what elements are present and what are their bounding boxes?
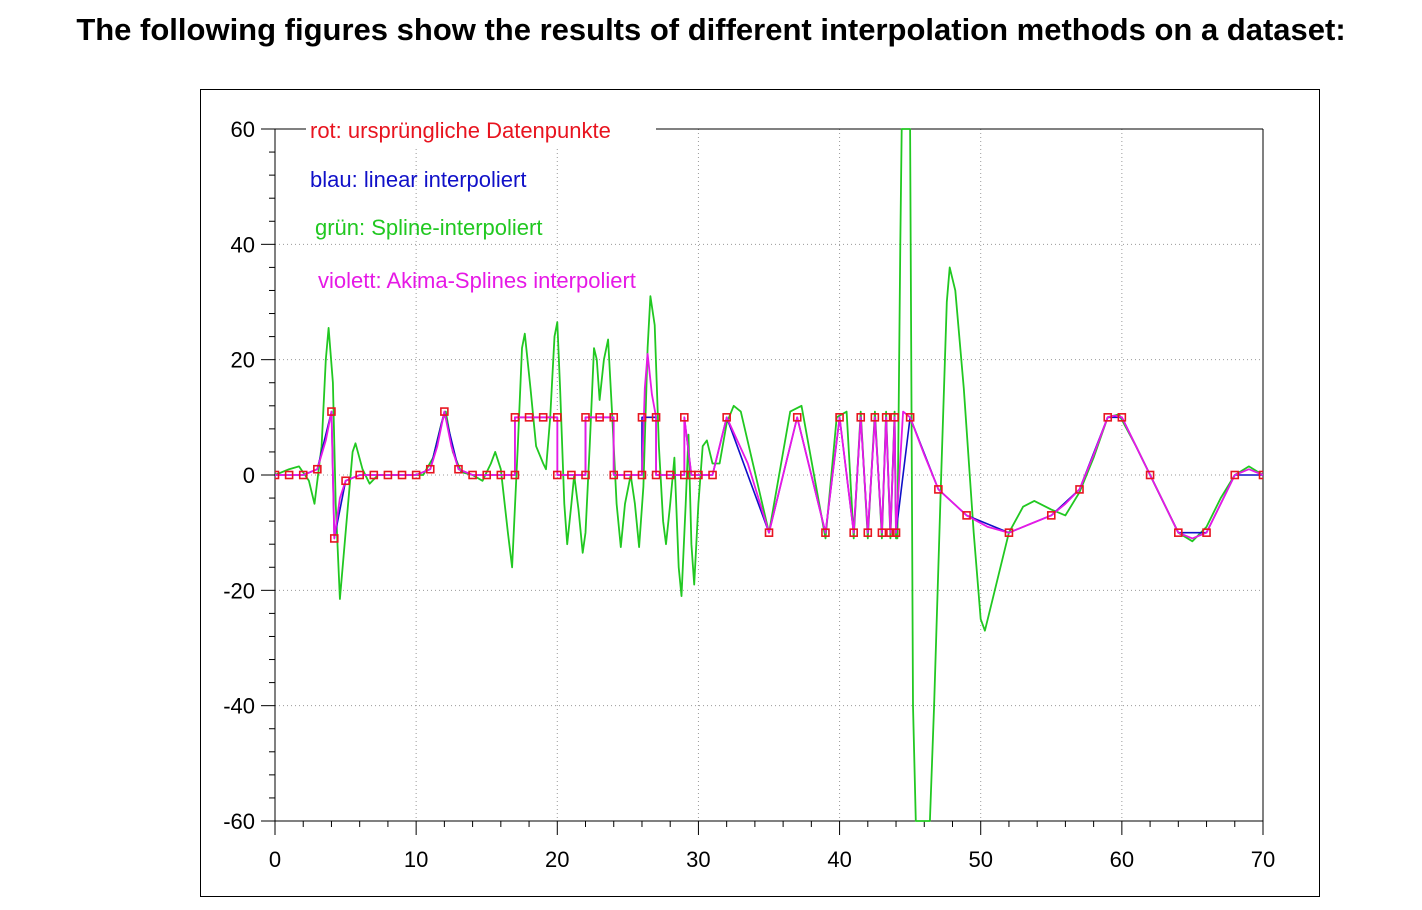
- data-point-marker: [891, 528, 901, 537]
- data-point-marker: [1004, 528, 1014, 537]
- data-point-marker: [708, 470, 717, 480]
- data-point-marker: [538, 413, 548, 422]
- y-tick-label: 0: [243, 463, 255, 488]
- x-tick-label: 0: [269, 847, 281, 872]
- data-point-marker: [637, 413, 647, 422]
- legend-entry: grün: Spline-interpoliert: [315, 215, 542, 240]
- data-point-marker: [552, 470, 562, 480]
- legend-bg: [306, 116, 656, 146]
- data-point-marker: [411, 470, 421, 480]
- data-point-marker: [1258, 470, 1263, 480]
- data-point-marker: [962, 511, 971, 520]
- data-point-marker: [284, 470, 294, 480]
- data-point-marker: [440, 407, 449, 416]
- data-point-marker: [877, 528, 887, 537]
- data-point-marker: [856, 413, 866, 422]
- data-point-marker: [651, 413, 661, 422]
- legend-entry: blau: linear interpoliert: [310, 167, 526, 192]
- data-point-marker: [482, 470, 492, 480]
- data-point-marker: [275, 470, 280, 480]
- akima-series-line: [275, 353, 1263, 540]
- data-point-marker: [355, 470, 364, 480]
- data-point-marker: [369, 470, 379, 480]
- data-point-marker: [496, 470, 506, 480]
- data-point-marker: [764, 528, 774, 537]
- data-point-marker: [524, 413, 534, 422]
- y-tick-label: -40: [223, 694, 255, 719]
- data-point-marker: [1230, 470, 1240, 480]
- data-point-marker: [1117, 413, 1127, 422]
- data-point-marker: [298, 470, 308, 480]
- data-point-marker: [890, 413, 899, 422]
- data-point-marker: [567, 470, 576, 480]
- data-point-marker: [623, 470, 633, 480]
- legend-entry: rot: ursprüngliche Datenpunkte: [310, 118, 611, 143]
- y-tick-label: 60: [231, 117, 255, 142]
- data-point-marker: [665, 470, 675, 480]
- data-point-marker: [454, 464, 463, 474]
- x-tick-label: 30: [686, 847, 710, 872]
- data-point-marker: [792, 413, 802, 422]
- data-point-marker: [694, 470, 703, 480]
- x-tick-label: 20: [545, 847, 569, 872]
- x-tick-label: 10: [404, 847, 428, 872]
- data-point-marker: [383, 470, 393, 480]
- data-point-marker: [821, 528, 830, 537]
- data-point-marker: [329, 534, 339, 543]
- data-point-marker: [863, 528, 873, 537]
- y-tick-label: 20: [231, 348, 255, 373]
- data-point-marker: [397, 470, 407, 480]
- data-point-marker: [870, 413, 880, 422]
- legend-entry: violett: Akima-Splines interpoliert: [318, 268, 636, 293]
- data-point-marker: [637, 470, 647, 480]
- data-point-marker: [680, 413, 689, 422]
- data-point-marker: [1075, 485, 1084, 494]
- data-point-marker: [313, 464, 322, 474]
- data-point-marker: [934, 485, 943, 494]
- data-point-marker: [1046, 511, 1056, 520]
- data-point-marker: [1145, 470, 1155, 480]
- data-point-marker: [651, 470, 661, 480]
- x-tick-label: 70: [1251, 847, 1275, 872]
- data-point-marker: [581, 470, 590, 480]
- data-point-marker: [1103, 413, 1113, 422]
- data-point-marker: [595, 413, 604, 422]
- y-tick-label: -60: [223, 809, 255, 834]
- x-tick-label: 50: [968, 847, 992, 872]
- x-tick-label: 40: [827, 847, 851, 872]
- data-point-marker: [468, 470, 477, 480]
- data-point-marker: [849, 528, 858, 537]
- x-tick-label: 60: [1110, 847, 1134, 872]
- y-tick-label: -20: [223, 578, 255, 603]
- data-point-marker: [609, 413, 619, 422]
- data-point-marker: [425, 464, 435, 474]
- series-group: [275, 128, 1263, 822]
- data-point-marker: [581, 413, 590, 422]
- data-point-marker: [1202, 528, 1211, 537]
- data-point-marker: [886, 528, 895, 537]
- data-point-marker: [905, 413, 915, 422]
- y-tick-label: 40: [231, 232, 255, 257]
- data-point-marker: [835, 413, 844, 422]
- data-point-marker: [552, 413, 562, 422]
- data-point-marker: [881, 413, 891, 422]
- page-heading: The following figures show the results o…: [76, 12, 1346, 47]
- axis-ticks: 60 40 20 0 -20 -40 -60 0 10 20 30 40 50 60 70: [223, 117, 1275, 872]
- data-point-marker: [341, 476, 350, 486]
- legend: rot: ursprüngliche Datenpunkte blau: line…: [306, 116, 656, 293]
- data-point-marker: [327, 407, 336, 416]
- data-point-marker: [609, 470, 619, 480]
- data-point-marker: [722, 413, 731, 422]
- data-point-marker: [1174, 528, 1183, 537]
- chart-frame: [200, 89, 1320, 897]
- data-point-marker: [510, 413, 520, 422]
- data-point-marker: [510, 470, 520, 480]
